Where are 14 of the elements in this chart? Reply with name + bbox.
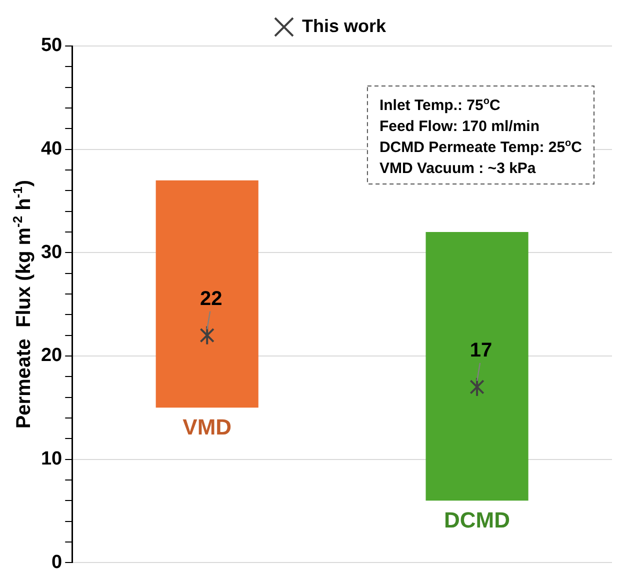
y-tick-label: 10 [40,448,62,470]
y-tick-label: 0 [52,552,62,573]
y-tick-label: 40 [40,138,62,160]
legend-label: This work [302,16,387,36]
data-label: 22 [200,288,222,310]
annotation: VMD Vacuum : ~3 kPa [379,160,536,177]
y-tick-label: 30 [40,242,62,263]
annotation: Feed Flow: 170 ml/min [379,118,540,135]
x-tick-label: VMD [182,414,232,440]
y-axis-title: Permeate Flux (kg m-2 h-1) [10,180,35,429]
data-label: 17 [470,339,492,362]
x-tick-label: DCMD [444,508,510,533]
y-tick-label: 20 [40,345,62,366]
y-tick-label: 50 [40,35,62,56]
